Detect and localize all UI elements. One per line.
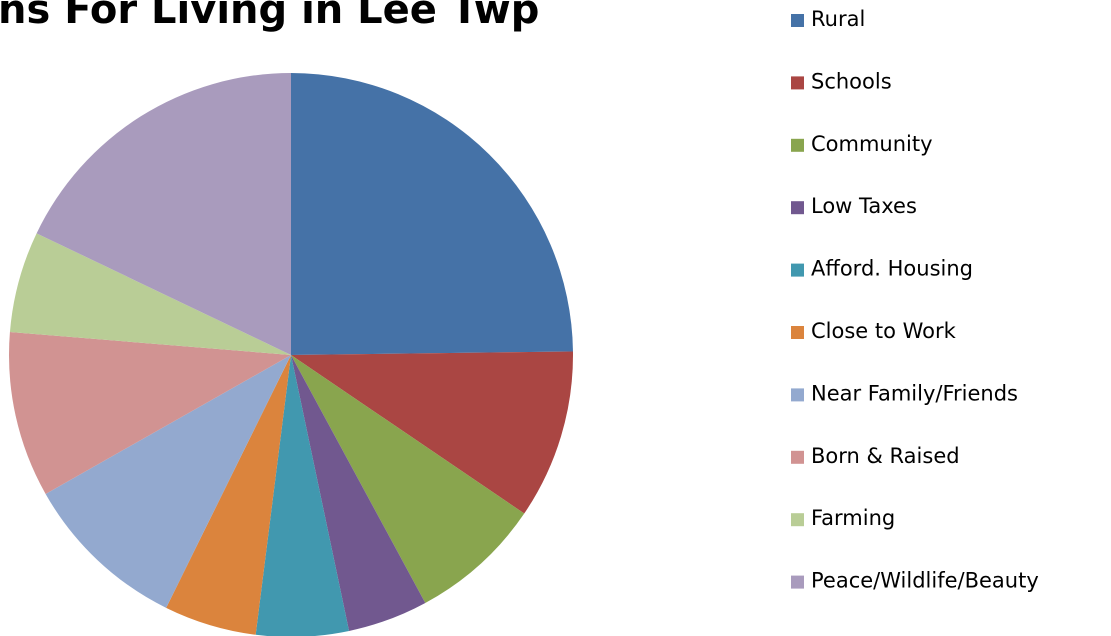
legend-label: Farming [811, 506, 895, 530]
legend-swatch [791, 450, 804, 464]
pie-slice [166, 355, 291, 635]
legend-swatch [791, 14, 804, 27]
legend-swatch [791, 575, 804, 589]
pie-slice [291, 355, 525, 603]
pie-slice [255, 355, 350, 636]
legend-label: Born & Raised [811, 444, 960, 468]
legend-label: Afford. Housing [811, 257, 973, 281]
pie-slice [291, 351, 573, 514]
legend-swatch [791, 388, 804, 402]
pie-slice [291, 355, 426, 631]
chart-title: ns For Living in Lee Twp [0, 0, 539, 33]
legend-label: Close to Work [811, 319, 957, 343]
legend-swatch [791, 76, 804, 90]
legend-swatch [791, 138, 804, 152]
pie-slice [8, 331, 291, 494]
pie-slice [9, 233, 291, 355]
pie-slice [291, 73, 573, 355]
legend-swatch [791, 201, 804, 215]
pie-slice [36, 73, 292, 355]
legend-label: Peace/Wildlife/Beauty [811, 569, 1039, 593]
legend-label: Rural [811, 7, 865, 31]
legend-swatch [791, 326, 804, 339]
legend-swatch [791, 263, 804, 277]
legend-swatch [791, 513, 804, 527]
legend-label: Low Taxes [811, 194, 917, 218]
legend-label: Community [811, 132, 933, 156]
pie-slice [45, 355, 291, 608]
legend-label: Near Family/Friends [811, 381, 1018, 405]
legend-label: Schools [811, 69, 892, 93]
